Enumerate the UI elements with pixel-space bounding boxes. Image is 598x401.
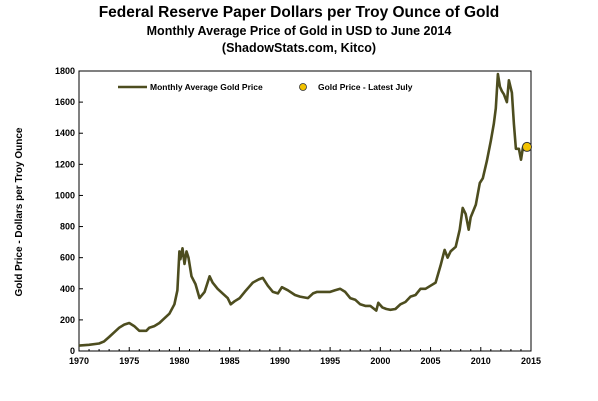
y-tick-label: 1400 xyxy=(55,128,75,138)
legend-label-monthly: Monthly Average Gold Price xyxy=(150,82,263,92)
chart-source: (ShadowStats.com, Kitco) xyxy=(221,41,377,55)
y-tick-label: 1200 xyxy=(55,159,75,169)
chart-title: Federal Reserve Paper Dollars per Troy O… xyxy=(98,4,500,21)
y-tick-label: 600 xyxy=(60,253,75,263)
x-tick-label: 1970 xyxy=(69,356,89,366)
y-tick-label: 800 xyxy=(60,222,75,232)
series-line-0 xyxy=(78,72,527,347)
legend-label-latest: Gold Price - Latest July xyxy=(318,82,413,92)
plot-area xyxy=(78,72,532,347)
x-tick-label: 1995 xyxy=(320,356,340,366)
x-tick-label: 1990 xyxy=(270,356,290,366)
legend: Monthly Average Gold Price Gold Price - L… xyxy=(118,82,413,92)
x-tick-label: 1975 xyxy=(119,356,139,366)
latest-price-point xyxy=(521,141,532,152)
x-tick-label: 2015 xyxy=(521,356,541,366)
y-tick-label: 0 xyxy=(70,346,75,356)
y-tick-label: 1600 xyxy=(55,97,75,107)
x-tick-label: 2000 xyxy=(370,356,390,366)
x-tick-label: 1980 xyxy=(169,356,189,366)
plot-frame xyxy=(78,70,532,352)
x-tick-label: 1985 xyxy=(220,356,240,366)
legend-point-swatch xyxy=(299,83,307,91)
x-tick-label: 2010 xyxy=(471,356,491,366)
y-tick-label: 400 xyxy=(60,284,75,294)
y-axis-label: Gold Price - Dollars per Troy Ounce xyxy=(14,127,25,296)
y-tick-label: 1800 xyxy=(55,66,75,76)
y-tick-label: 200 xyxy=(60,315,75,325)
x-tick-label: 2005 xyxy=(421,356,441,366)
chart-axes: 0 200 400 600 800 1000 1200 1400 1600 1800 1970 197… xyxy=(55,66,541,366)
chart-subtitle: Monthly Average Price of Gold in USD to … xyxy=(146,24,452,38)
y-tick-label: 1000 xyxy=(55,190,75,200)
